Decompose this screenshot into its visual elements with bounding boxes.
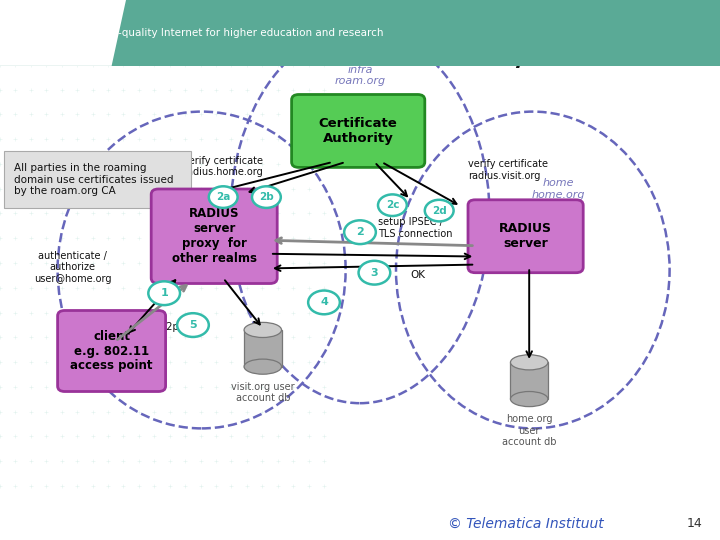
Text: 2: 2 <box>356 227 364 237</box>
Text: 4: 4 <box>320 298 328 307</box>
Text: Certificate
Authority: Certificate Authority <box>319 117 397 145</box>
Ellipse shape <box>510 355 548 370</box>
Circle shape <box>344 220 376 244</box>
Text: Alternative  –  RADIUS / PKI: Alternative – RADIUS / PKI <box>125 42 595 71</box>
Circle shape <box>209 186 238 208</box>
Bar <box>510 362 548 399</box>
FancyBboxPatch shape <box>292 94 425 167</box>
Text: setup IPSEC /
TLS connection: setup IPSEC / TLS connection <box>378 217 452 239</box>
Text: 2c: 2c <box>386 200 399 210</box>
Text: © Telematica Instituut: © Telematica Instituut <box>448 517 603 531</box>
Ellipse shape <box>510 392 548 407</box>
Text: p2p: p2p <box>160 322 179 332</box>
Text: All parties in the roaming
domain use certificates issued
by the roam.org CA: All parties in the roaming domain use ce… <box>14 163 174 196</box>
Text: verify certificate
radius.home.org: verify certificate radius.home.org <box>183 156 264 177</box>
Text: SURF: SURF <box>14 26 56 40</box>
Circle shape <box>378 194 407 216</box>
Text: visit.org user
account db: visit.org user account db <box>231 382 294 403</box>
Text: client
e.g. 802.11
access point: client e.g. 802.11 access point <box>71 329 153 373</box>
Bar <box>244 330 282 367</box>
Circle shape <box>177 313 209 337</box>
Text: RADIUS
server
proxy  for
other realms: RADIUS server proxy for other realms <box>171 207 257 265</box>
Text: 5: 5 <box>189 320 197 330</box>
Text: verify certificate
radius.visit.org: verify certificate radius.visit.org <box>468 159 548 181</box>
Ellipse shape <box>244 359 282 374</box>
Text: authenticate /
authorize
user@home.org: authenticate / authorize user@home.org <box>34 251 112 284</box>
FancyBboxPatch shape <box>468 200 583 273</box>
Bar <box>0 0 720 66</box>
Text: 2d: 2d <box>432 206 446 215</box>
FancyBboxPatch shape <box>151 189 277 284</box>
Text: home.org
user
account db: home.org user account db <box>502 414 557 447</box>
Text: 3: 3 <box>371 268 378 278</box>
Circle shape <box>425 200 454 221</box>
Circle shape <box>252 186 281 208</box>
FancyBboxPatch shape <box>58 310 166 392</box>
Circle shape <box>308 291 340 314</box>
Text: OK: OK <box>410 271 426 280</box>
Text: 2b: 2b <box>259 192 274 202</box>
Text: 2a: 2a <box>216 192 230 202</box>
Polygon shape <box>0 0 126 66</box>
Ellipse shape <box>244 322 282 338</box>
Text: net: net <box>49 26 72 40</box>
Circle shape <box>359 261 390 285</box>
Text: RADIUS
server: RADIUS server <box>499 222 552 250</box>
Text: 1: 1 <box>161 288 168 298</box>
Text: infra
roam.org: infra roam.org <box>334 65 386 86</box>
Text: High-quality Internet for higher education and research: High-quality Internet for higher educati… <box>94 28 383 38</box>
FancyBboxPatch shape <box>4 151 191 208</box>
Text: visiting
visit.org: visiting visit.org <box>104 173 148 194</box>
Text: home
home.org: home home.org <box>531 178 585 200</box>
Text: 14: 14 <box>686 517 702 530</box>
Circle shape <box>148 281 180 305</box>
